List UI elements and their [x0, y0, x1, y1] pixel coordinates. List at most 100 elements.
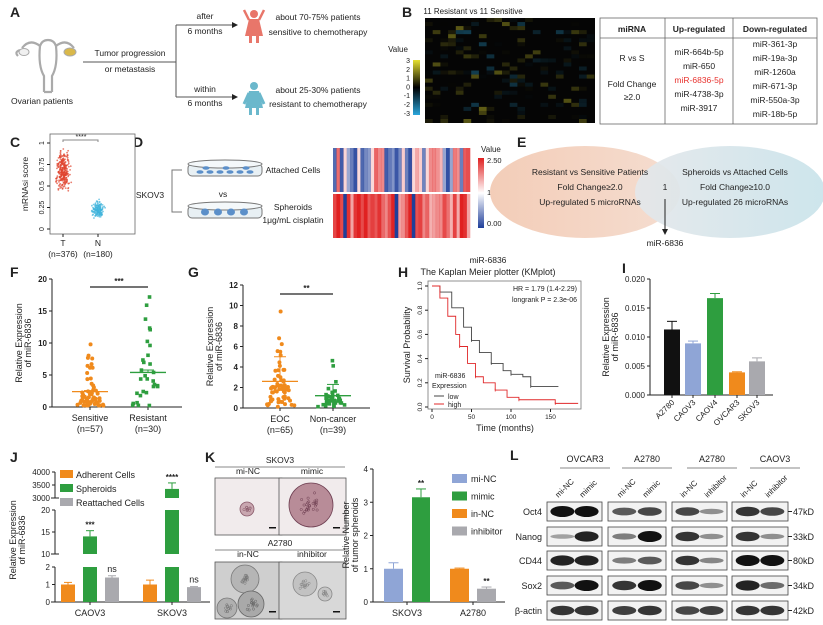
heatmap-cell	[494, 94, 502, 99]
cell-line-label: SKOV3	[136, 190, 165, 200]
heatmap-cell	[391, 148, 395, 192]
significance-label: ns	[189, 575, 199, 585]
blot-sox2	[731, 575, 789, 596]
y-tick-label: 0.005	[625, 362, 646, 371]
data-point	[84, 396, 89, 401]
heatmap-cell	[463, 119, 472, 124]
ovary-icon	[63, 47, 77, 57]
data-point	[57, 163, 60, 166]
data-point	[337, 396, 341, 401]
micrograph-mimic	[278, 477, 347, 536]
bar-caov4	[707, 298, 723, 395]
heatmap-cell	[471, 22, 479, 27]
heatmap-cell	[571, 50, 579, 55]
label: 6 months	[188, 26, 223, 36]
band	[550, 581, 575, 590]
data-point	[93, 210, 96, 213]
heatmap-cell	[494, 90, 502, 95]
heatmap-cell	[478, 110, 487, 115]
data-point	[55, 181, 57, 183]
category-label: A2780	[460, 608, 486, 618]
band	[675, 507, 700, 516]
heatmap-cell	[432, 30, 441, 35]
data-point	[95, 212, 98, 215]
heatmap-cell	[415, 194, 419, 238]
chart-title: The Kaplan Meier plotter (KMplot)	[420, 267, 555, 277]
y-tick-label: 3000	[32, 494, 50, 503]
heatmap-cell	[571, 115, 579, 119]
band	[760, 555, 785, 566]
data-point	[282, 402, 287, 407]
data-point	[95, 208, 98, 211]
legend-title: Expression	[432, 383, 467, 390]
heatmap-cell	[517, 42, 526, 47]
band	[637, 556, 662, 565]
data-point	[135, 400, 139, 405]
heatmap-cell	[356, 194, 361, 238]
y-tick-label: 0	[43, 403, 48, 412]
dish-spheroids-icon	[187, 201, 263, 219]
heatmap-cell	[540, 58, 549, 63]
panel-c-chart: 0 0.25 0.5 0.75 1 mRNAsi score T(n=376) N(n=180…	[20, 133, 136, 259]
data-point	[95, 401, 100, 406]
category-label: T	[60, 238, 65, 248]
heatmap-cell	[425, 148, 430, 192]
data-point	[147, 295, 152, 299]
heatmap-cell	[502, 22, 510, 27]
heatmap-cell	[343, 194, 347, 238]
data-point	[334, 379, 338, 384]
category-label: Sensitive	[72, 413, 109, 423]
data-point	[65, 172, 68, 174]
colorbar-tick: 0	[406, 84, 410, 91]
blot-sox2	[607, 575, 667, 596]
table-header: Down-regulated	[743, 24, 807, 34]
band	[574, 531, 599, 542]
heatmap-bg	[425, 18, 595, 123]
data-point	[62, 182, 65, 185]
scale-bar	[333, 527, 340, 529]
panel-label-d: D	[133, 134, 143, 150]
heatmap-cell	[555, 30, 564, 35]
y-tick-label: 1.0	[417, 281, 424, 290]
data-point	[55, 179, 58, 182]
band	[574, 580, 599, 591]
y-tick-label: 0.8	[417, 305, 424, 314]
data-point	[59, 152, 62, 155]
heatmap-cell	[532, 30, 541, 35]
y-axis-label: of miR-6836	[610, 312, 620, 361]
data-point	[279, 342, 284, 347]
data-point	[326, 386, 331, 391]
data-point	[147, 403, 152, 408]
data-point	[272, 377, 277, 382]
heatmap-cell	[525, 95, 533, 99]
heatmap-cell	[411, 194, 416, 238]
data-point	[281, 389, 286, 394]
legend-title: miR-6836	[435, 373, 465, 380]
table-cell-up: miR-650	[683, 61, 715, 71]
heatmap-cell	[525, 54, 533, 59]
y-tick-label: 4000	[32, 468, 50, 477]
band	[735, 580, 760, 591]
heatmap-cell	[571, 30, 579, 35]
data-point	[59, 187, 62, 189]
heatmap-cell	[571, 54, 579, 59]
heatmap-cell	[563, 30, 572, 35]
y-axis-label: of tumor spheroids	[350, 497, 360, 572]
data-point	[98, 205, 101, 208]
blot-nanog	[731, 526, 789, 547]
uterus-icon	[15, 38, 77, 94]
blot-frame	[671, 550, 728, 571]
band	[612, 580, 637, 591]
heatmap-cell	[440, 46, 448, 50]
heatmap-cell	[456, 194, 461, 238]
colorbar-tick: -2	[404, 102, 410, 109]
y-axis-label: Relative Expression	[205, 307, 215, 387]
significance-label: ****	[166, 473, 179, 482]
significance-bracket	[62, 139, 99, 142]
heatmap-cell	[571, 86, 579, 91]
heatmap-cell	[428, 194, 433, 238]
scale-bar	[333, 611, 340, 613]
heatmap-cell	[418, 148, 423, 192]
blot-sox2	[671, 575, 728, 596]
category-label: SKOV3	[392, 608, 422, 618]
